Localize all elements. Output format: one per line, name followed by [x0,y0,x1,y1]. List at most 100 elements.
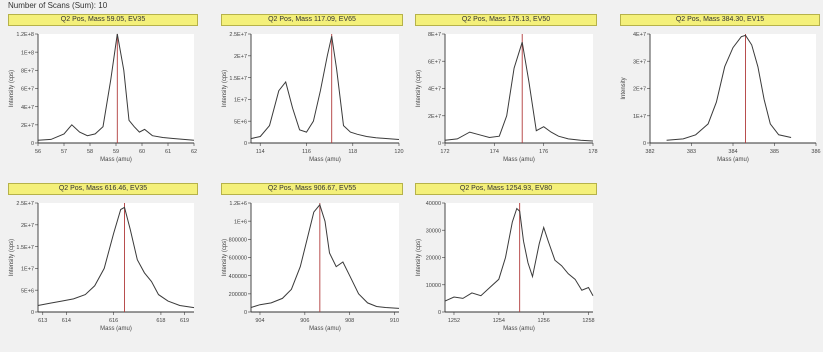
y-tick-label: 5E+6 [21,288,34,294]
x-tick-label: 619 [180,318,189,324]
x-tick-label: 910 [390,318,399,324]
x-tick-label: 1254 [493,318,505,324]
chart-svg: 0 10000 20000 30000 40000 1252 1254 1256 1258 Mas… [416,201,595,332]
y-axis-label: Intensity (cps) [9,239,15,276]
x-axis-label: Mass (amu) [309,157,341,163]
x-tick-label: 1256 [538,318,550,324]
y-tick-label: 0 [244,141,247,147]
chart-svg: 0 5E+6 1E+7 1.5E+7 2E+7 2.5E+7 613 614 616 618 619… [9,201,195,332]
x-tick-label: 118 [348,149,357,155]
y-tick-label: 5E+6 [234,119,247,125]
plot-area [251,203,399,312]
y-tick-label: 1.2E+6 [229,201,247,207]
y-tick-label: 800000 [229,238,247,244]
x-tick-label: 59 [113,149,119,155]
x-axis-label: Mass (amu) [503,157,535,163]
y-tick-label: 20000 [426,256,441,262]
chart-panel-3: Q2 Pos, Mass 175.13, EV50 0 2E+7 4E+7 6E+7 8E… [415,14,598,169]
y-tick-label: 1.5E+7 [16,245,34,251]
chart-panel-4: Q2 Pos, Mass 384.30, EV15 0 1E+7 2E+7 3E+7 4E… [620,14,821,169]
chart-title: Q2 Pos, Mass 1254.93, EV80 [415,183,597,195]
spectrum-line [444,42,594,142]
chart-panel-5: Q2 Pos, Mass 616.46, EV35 0 5E+6 1E+7 1.5E+7… [8,183,198,338]
chart-panel-2: Q2 Pos, Mass 117.09, EV65 0 5E+6 1E+7 1.5E+7… [221,14,404,169]
y-tick-label: 6E+7 [428,59,441,65]
y-tick-label: 600000 [229,256,247,262]
y-tick-label: 4E+7 [21,105,34,111]
chart-panel-1: Q2 Pos, Mass 59.05, EV35 0 2E+7 4E+7 6E+7 8E+… [8,14,198,169]
x-tick-label: 56 [35,149,41,155]
y-tick-label: 0 [438,310,441,316]
x-tick-label: 618 [156,318,165,324]
chart-svg: 0 1E+7 2E+7 3E+7 4E+7 382 383 384 385 386 Mass (am… [621,32,821,163]
spectrum-line [37,206,195,309]
chart-panel-6: Q2 Pos, Mass 906.67, EV55 0 200000 400000 60… [221,183,403,338]
chart-svg: 0 2E+7 4E+7 6E+7 8E+7 172 174 176 178 Mass (amu) I… [416,32,598,163]
plot-area [38,203,194,312]
y-axis-label: Intensity (cps) [416,70,422,107]
spectrum-line [444,207,594,302]
chart-title: Q2 Pos, Mass 616.46, EV35 [8,183,198,195]
chart-panel-7: Q2 Pos, Mass 1254.93, EV80 0 10000 20000 300… [415,183,597,338]
x-tick-label: 58 [87,149,93,155]
y-tick-label: 10000 [426,283,441,289]
x-tick-label: 62 [191,149,197,155]
chart-title: Q2 Pos, Mass 384.30, EV15 [620,14,820,26]
spectrum-line [250,203,400,309]
y-tick-label: 4E+7 [428,87,441,93]
x-tick-label: 385 [770,149,779,155]
plot-area [251,34,399,143]
x-tick-label: 120 [394,149,403,155]
y-tick-label: 1E+8 [21,50,34,56]
spectrum-line [250,36,400,140]
y-tick-label: 1E+7 [234,98,247,104]
x-tick-label: 178 [588,149,597,155]
x-tick-label: 908 [345,318,354,324]
x-tick-label: 384 [728,149,737,155]
y-tick-label: 1E+7 [21,267,34,273]
x-axis-label: Mass (amu) [309,326,341,332]
x-tick-label: 613 [38,318,47,324]
y-tick-label: 2.5E+7 [16,201,34,207]
x-axis-label: Mass (amu) [100,326,132,332]
y-tick-label: 3E+7 [633,59,646,65]
x-tick-label: 382 [645,149,654,155]
plot-area [650,34,816,143]
x-tick-label: 174 [490,149,499,155]
x-tick-label: 57 [61,149,67,155]
x-tick-label: 172 [440,149,449,155]
y-tick-label: 2E+7 [633,87,646,93]
y-tick-label: 0 [31,310,34,316]
number-of-scans: Number of Scans (Sum): 10 [8,1,108,10]
x-tick-label: 906 [300,318,309,324]
x-tick-label: 614 [62,318,71,324]
y-tick-label: 200000 [229,292,247,298]
chart-svg: 0 5E+6 1E+7 1.5E+7 2E+7 2.5E+7 114 116 118 120 Mas… [222,32,404,163]
x-tick-label: 383 [687,149,696,155]
y-tick-label: 6E+7 [21,87,34,93]
y-tick-label: 0 [643,141,646,147]
x-tick-label: 116 [302,149,311,155]
chart-svg: 0 200000 400000 600000 800000 1E+6 1.2E+6 904 90… [222,201,400,332]
x-axis-label: Mass (amu) [503,326,535,332]
y-tick-label: 2E+7 [234,54,247,60]
x-axis-label: Mass (amu) [717,157,749,163]
y-tick-label: 0 [31,141,34,147]
x-tick-label: 386 [811,149,820,155]
y-axis-label: Intensity (cps) [416,239,422,276]
y-tick-label: 0 [244,310,247,316]
plot-area [38,34,194,143]
y-tick-label: 40000 [426,201,441,207]
x-tick-label: 1252 [448,318,460,324]
x-tick-label: 1258 [582,318,594,324]
y-axis-label: Intensity (cps) [222,239,228,276]
y-axis-label: Intensity (cps) [222,70,228,107]
y-tick-label: 2E+7 [21,123,34,129]
y-tick-label: 2E+7 [428,114,441,120]
y-tick-label: 30000 [426,228,441,234]
chart-svg: 0 2E+7 4E+7 6E+7 8E+7 1E+8 1.2E+8 56 57 58 59 60 61 6… [9,32,197,163]
y-tick-label: 1.5E+7 [229,76,247,82]
y-tick-label: 400000 [229,274,247,280]
plot-area [445,34,593,143]
spectrum-line [37,33,195,141]
